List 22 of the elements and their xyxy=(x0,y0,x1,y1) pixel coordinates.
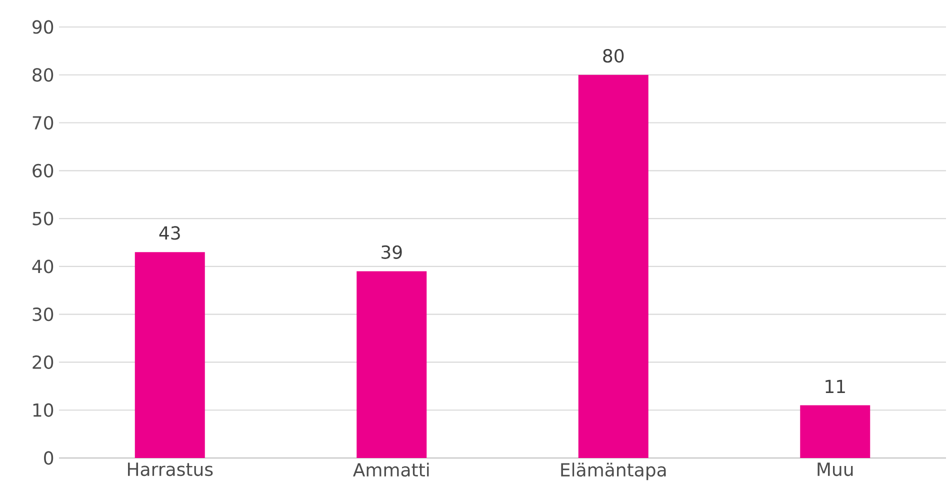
bar xyxy=(134,252,205,458)
y-tick-label: 30 xyxy=(32,308,54,322)
y-tick-label: 0 xyxy=(44,451,54,465)
y-tick-label: 10 xyxy=(33,403,54,417)
x-tick-label: Elämäntapa xyxy=(561,462,666,480)
bar xyxy=(356,271,427,458)
bar xyxy=(578,74,648,458)
y-tick-label: 20 xyxy=(32,355,54,370)
data-label: 11 xyxy=(826,380,845,394)
x-tick-label: Ammatti xyxy=(353,462,429,477)
y-tick-label: 80 xyxy=(32,68,54,82)
x-tick-label: Muu xyxy=(818,462,853,476)
x-tick-label: Harrastus xyxy=(128,462,213,476)
y-tick-label: 90 xyxy=(32,20,54,34)
data-label: 39 xyxy=(382,245,402,259)
y-tick-label: 70 xyxy=(32,116,54,130)
y-tick-label: 60 xyxy=(32,164,54,178)
data-label: 80 xyxy=(603,49,624,63)
y-tick-label: 40 xyxy=(32,260,54,274)
bar xyxy=(800,405,870,458)
y-tick-label: 50 xyxy=(32,212,54,226)
data-label: 43 xyxy=(159,226,180,240)
